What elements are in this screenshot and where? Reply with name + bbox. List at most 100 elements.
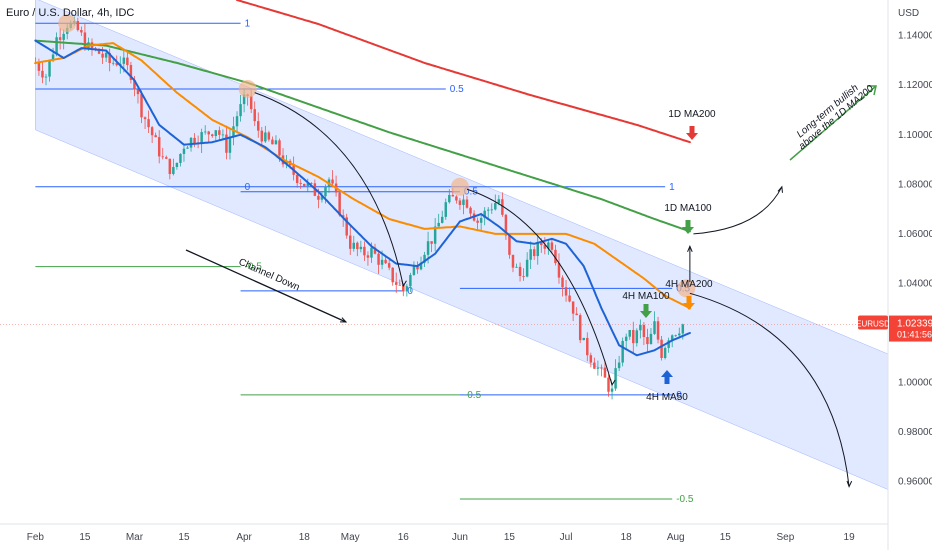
label-1d-ma100: 1D MA100 (664, 203, 712, 214)
candle-body (426, 241, 430, 255)
channel-down-arrow (185, 249, 347, 323)
candle-body (607, 377, 610, 392)
candle-body (200, 132, 203, 144)
candle-body (48, 60, 51, 77)
candle-body (614, 368, 617, 389)
last-price-text: 1.02339 (897, 319, 932, 330)
candle-body (617, 362, 621, 369)
candle-body (469, 207, 472, 214)
candle-body (366, 255, 370, 258)
candle-body (193, 137, 196, 144)
y-tick-label: 1.04000 (898, 278, 932, 289)
candle-body (440, 216, 444, 223)
touch-highlight (677, 279, 696, 298)
candle-body (253, 109, 256, 122)
candle-body (593, 362, 596, 369)
candle-body (437, 222, 440, 227)
candle-body (522, 276, 525, 277)
candle-body (497, 199, 501, 204)
arrow-head (687, 244, 693, 252)
candle-body (161, 156, 164, 158)
candle-body (324, 186, 327, 197)
candle-body (550, 242, 554, 250)
candle-body (649, 333, 653, 345)
candle-body (136, 89, 140, 95)
y-tick-label: 1.14000 (898, 31, 932, 42)
x-tick-label: Feb (27, 532, 45, 543)
candle-body (603, 367, 607, 378)
candle-body (133, 79, 136, 90)
candle-body (380, 259, 384, 265)
candle-body (172, 167, 175, 175)
candle-body (476, 220, 479, 223)
fib-level-label: -0.5 (676, 494, 694, 505)
fib-level-label: -0.5 (464, 390, 482, 401)
touch-highlight (58, 14, 77, 33)
candle-body (660, 339, 663, 358)
candle-body (306, 183, 310, 187)
candle-body (267, 132, 271, 140)
x-tick-label: 16 (398, 532, 410, 543)
candle-body (147, 119, 150, 128)
candle-body (600, 367, 603, 369)
fib-level-label: -0.5 (245, 262, 263, 273)
candle-body (554, 249, 557, 264)
fib-level-label: 0.5 (450, 84, 464, 95)
candle-body (104, 52, 108, 58)
candle-body (465, 199, 469, 208)
x-tick-label: 15 (79, 532, 91, 543)
candle-body (165, 157, 168, 159)
candle-body (561, 277, 564, 288)
candle-body (101, 53, 104, 58)
y-tick-label: 0.98000 (898, 427, 932, 438)
candle-body (58, 37, 62, 40)
fib-level-label: 1 (669, 182, 675, 193)
candle-body (189, 137, 193, 148)
candle-body (391, 267, 394, 283)
candle-body (646, 336, 649, 345)
candle-body (175, 162, 179, 168)
candle-body (416, 266, 419, 270)
arrow-head (401, 279, 407, 288)
y-tick-label: 1.06000 (898, 229, 932, 240)
candle-body (610, 388, 614, 392)
arrow-4h-ma100 (640, 304, 652, 318)
x-tick-label: 18 (621, 532, 633, 543)
label-4h-ma100: 4H MA100 (622, 291, 670, 302)
candle-body (568, 295, 571, 302)
candle-body (214, 130, 218, 137)
candle-body (448, 194, 451, 203)
candle-body (278, 140, 281, 156)
arrow-1d-ma100 (682, 220, 694, 234)
candle-body (239, 104, 242, 117)
candle-body (179, 153, 182, 163)
candle-body (511, 254, 515, 268)
candle-body (656, 321, 660, 340)
candle-body (670, 335, 674, 341)
candle-body (455, 196, 458, 201)
candle-body (111, 62, 115, 64)
candle-body (221, 134, 225, 136)
candle-body (423, 254, 426, 263)
candle-body (338, 192, 341, 216)
y-tick-label: 1.10000 (898, 130, 932, 141)
candle-body (349, 235, 352, 249)
candle-body (310, 183, 313, 185)
candle-body (578, 315, 582, 341)
candle-body (235, 116, 239, 127)
arrow-4h-ma50 (661, 370, 673, 384)
x-tick-label: Mar (126, 532, 144, 543)
candle-body (402, 285, 405, 292)
candle-body (359, 246, 363, 250)
candle-body (398, 284, 402, 286)
candle-body (458, 200, 462, 205)
candle-body (207, 131, 210, 135)
candle-body (395, 282, 398, 285)
arrow-head (610, 379, 616, 387)
candle-body (483, 210, 486, 218)
candle-body (51, 54, 55, 61)
candle-body (582, 337, 585, 341)
candle-body (419, 262, 423, 270)
candle-body (150, 127, 154, 136)
